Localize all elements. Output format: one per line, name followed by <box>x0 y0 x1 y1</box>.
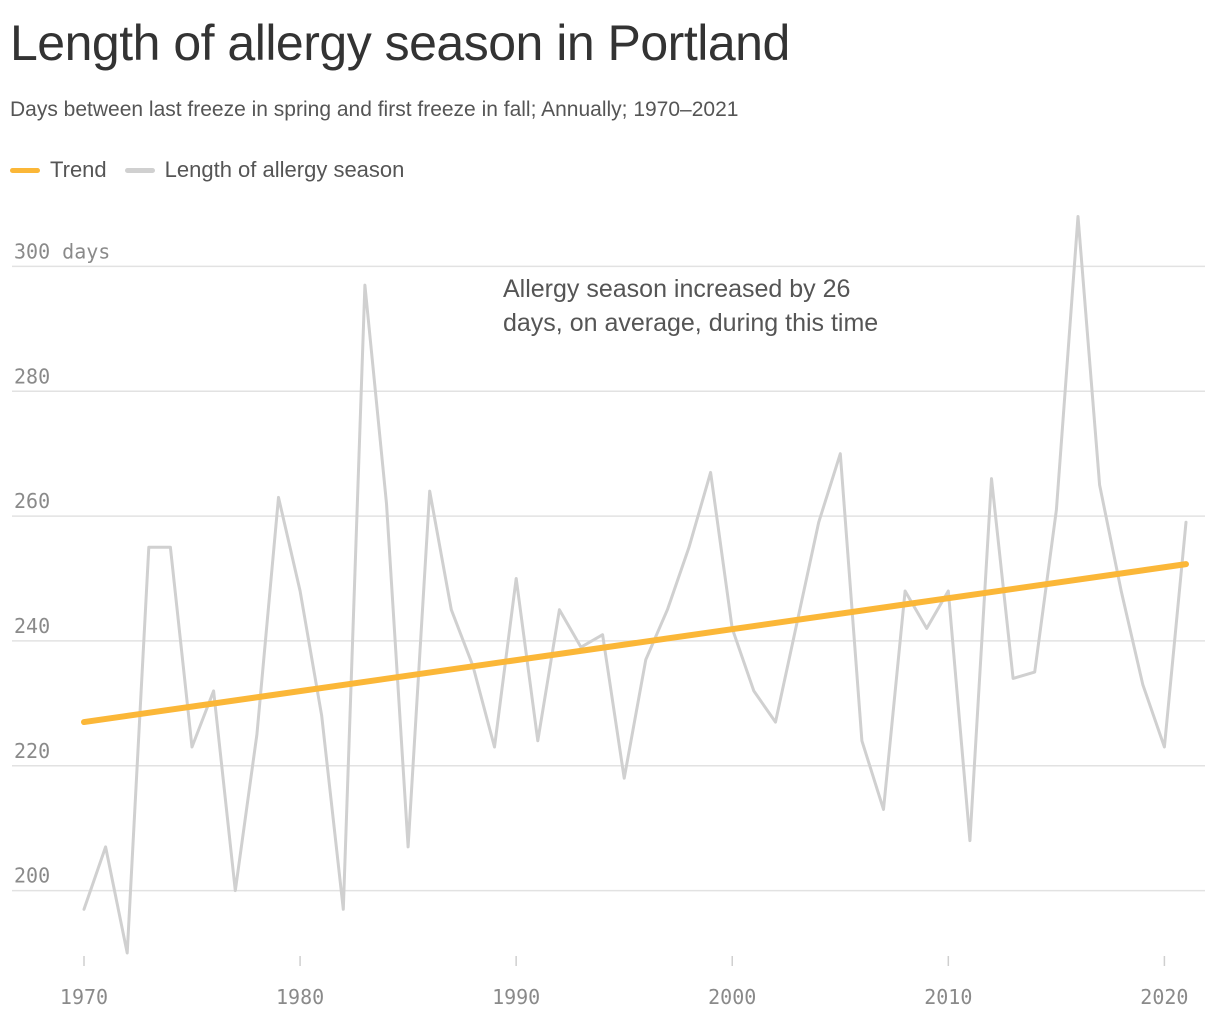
y-tick-label-280: 280 <box>14 364 50 388</box>
y-tick-label-220: 220 <box>14 739 50 763</box>
chart-subtitle: Days between last freeze in spring and f… <box>10 98 739 121</box>
legend-label-trend: Trend <box>50 157 107 182</box>
legend-item-season: Length of allergy season <box>124 157 405 183</box>
x-tick-label-1970: 1970 <box>60 985 108 1009</box>
legend: Trend Length of allergy season <box>10 156 422 184</box>
legend-item-trend: Trend <box>10 157 107 183</box>
x-tick-label-2020: 2020 <box>1140 985 1188 1009</box>
x-tick-label-2000: 2000 <box>708 985 756 1009</box>
series-line-trend <box>81 561 1189 726</box>
page-title: Length of allergy season in Portland <box>10 15 790 71</box>
trend-annotation: Allergy season increased by 26 days, on … <box>503 275 879 337</box>
y-tick-label-200: 200 <box>14 864 50 888</box>
x-tick-label-1990: 1990 <box>492 985 540 1009</box>
legend-label-season: Length of allergy season <box>164 157 405 182</box>
x-axis: 1970 1980 1990 2000 2010 2020 <box>60 956 1188 1009</box>
x-tick-label-2010: 2010 <box>924 985 972 1009</box>
gridlines <box>12 265 1205 892</box>
series-line-season-length <box>82 215 1188 955</box>
x-tick-label-1980: 1980 <box>276 985 324 1009</box>
y-axis: 200 220 240 260 280 300 days <box>14 239 110 887</box>
y-tick-label-240: 240 <box>14 614 50 638</box>
legend-swatch-season <box>124 167 155 173</box>
legend-swatch-trend <box>10 167 40 173</box>
y-tick-label-260: 260 <box>14 489 50 513</box>
y-tick-label-300: 300 days <box>14 239 110 263</box>
series-layer <box>81 215 1189 955</box>
